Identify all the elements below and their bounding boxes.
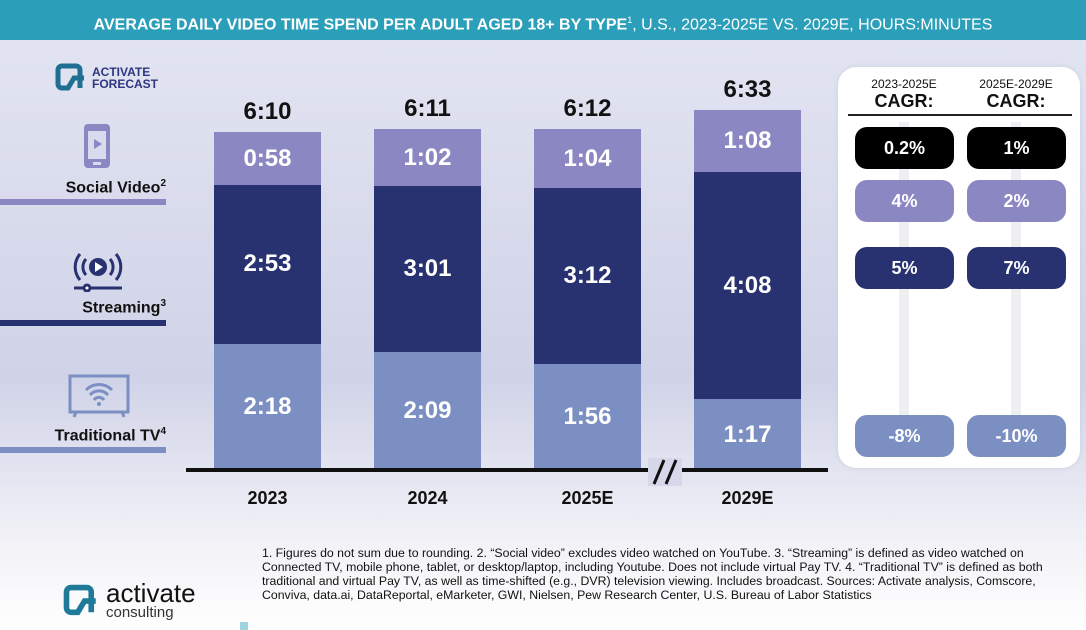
activate-consulting-logo: activate consulting (62, 578, 196, 621)
bar-segment-tv: 1:56 (534, 363, 641, 470)
footnote: 1. Figures do not sum due to rounding. 2… (262, 546, 1043, 602)
accent-square (240, 622, 248, 630)
bar-segment-tv: 1:17 (694, 399, 801, 470)
social-divider (0, 199, 166, 205)
cagr-value: 2% (967, 180, 1066, 222)
bar-segment-social: 0:58 (214, 131, 321, 186)
cagr-value: -8% (855, 415, 954, 457)
logo-line2: FORECAST (92, 77, 158, 91)
tv-divider (0, 447, 166, 453)
category-label-streaming: Streaming3 (82, 298, 166, 317)
cagr-panel: 2023-2025E CAGR: 2025E-2029E CAGR: 0.2% 1% 4… (838, 67, 1080, 468)
axis-break-icon (648, 458, 682, 486)
bar-segment-streaming: 2:53 (214, 185, 321, 344)
activate-forecast-logo: ACTIVATE FORECAST (54, 62, 158, 94)
bar-total-label: 6:12 (563, 95, 612, 123)
cagr-header-1: 2023-2025E CAGR: (848, 77, 960, 116)
logo-line2: consulting (106, 604, 174, 621)
bar-segment-social: 1:02 (374, 129, 481, 187)
bar-segment-streaming: 4:08 (694, 172, 801, 400)
title-rest: , U.S., 2023-2025E VS. 2029E, HOURS:MINU… (632, 16, 993, 34)
cagr-value: 0.2% (855, 127, 954, 169)
cagr-header-2: 2025E-2029E CAGR: (960, 77, 1072, 116)
x-tick-label: 2025E (561, 488, 614, 508)
bar-segment-social: 1:04 (534, 129, 641, 188)
cagr-value: 7% (967, 247, 1066, 289)
x-tick-label: 2024 (407, 488, 448, 508)
bar-segment-tv: 2:18 (214, 343, 321, 470)
title-sup: 1 (627, 15, 633, 25)
category-label-tv: Traditional TV4 (54, 426, 166, 445)
cagr-value: 4% (855, 180, 954, 222)
cagr-value: 5% (855, 247, 954, 289)
axis-break-lines (652, 459, 678, 485)
bar-segment-tv: 2:09 (374, 351, 481, 470)
logo-line1: ACTIVATE (92, 65, 151, 79)
x-axis (186, 468, 828, 472)
streaming-divider (0, 320, 166, 326)
streaming-play-icon (73, 253, 123, 292)
cagr-value: -10% (967, 415, 1066, 457)
title-main: AVERAGE DAILY VIDEO TIME SPEND PER ADULT… (93, 16, 628, 34)
cagr-value: 1% (967, 127, 1066, 169)
activate-logo-icon (55, 63, 84, 91)
x-tick-label: 2023 (247, 488, 288, 508)
bar-segment-streaming: 3:12 (534, 187, 641, 364)
bar-total-label: 6:11 (404, 95, 451, 123)
tv-wifi-icon (68, 374, 130, 418)
logo-line1: activate (106, 578, 196, 608)
bar-segment-social: 1:08 (694, 110, 801, 173)
bar-segment-streaming: 3:01 (374, 186, 481, 352)
x-tick-label: 2029E (721, 488, 774, 508)
bar-total-label: 6:10 (243, 97, 292, 125)
phone-video-icon (84, 124, 110, 168)
activate-logo-icon (63, 584, 96, 616)
bar-total-label: 6:33 (723, 76, 772, 103)
category-label-social: Social Video2 (65, 178, 166, 197)
chart-title: AVERAGE DAILY VIDEO TIME SPEND PER ADULT… (0, 0, 1086, 40)
